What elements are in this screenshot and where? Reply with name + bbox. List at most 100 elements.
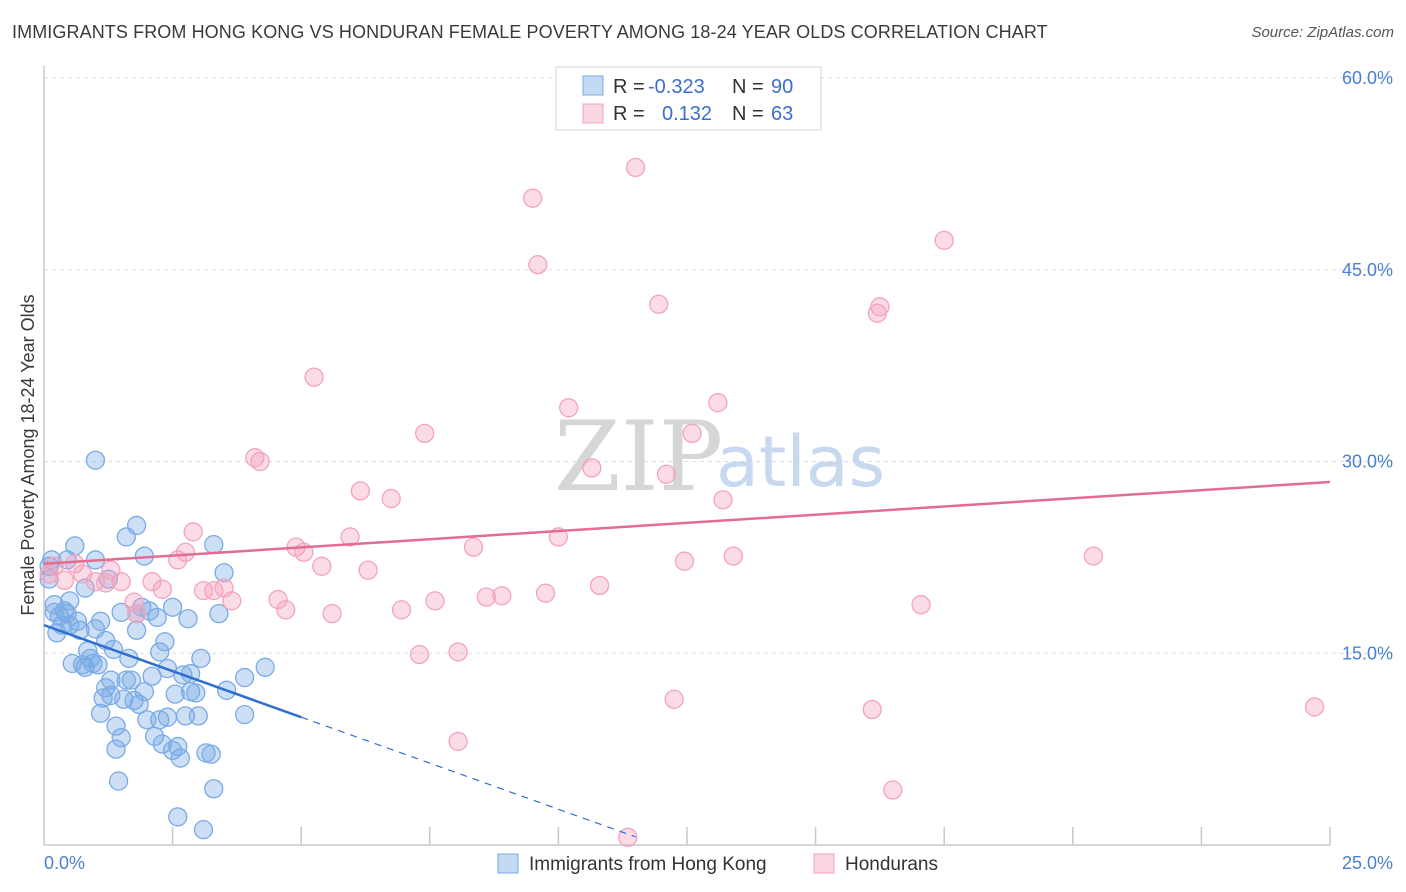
hong-kong-point [111,727,131,748]
honduran-point [870,297,890,317]
hong-kong-point [204,779,224,799]
hong-kong-point [165,684,185,704]
honduran-point [96,573,116,593]
honduran-point [183,522,203,542]
hong-kong-point [126,620,147,640]
honduran-point [448,642,468,662]
hong-kong-point [126,515,147,536]
honduran-point [476,587,497,607]
honduran-point [582,458,602,478]
honduran-point [492,586,512,606]
honduran-point [358,560,378,580]
stats-legend: R = -0.323 N = 90 R = 0.132 N = 63 [555,66,822,131]
hong-kong-point [178,609,198,629]
hong-kong-point [234,704,255,725]
honduran-point [911,595,931,615]
hong-kong-point [111,602,131,622]
hong-kong-point [204,534,224,555]
hong-kong-point [90,611,111,631]
honduran-point [528,254,548,275]
honduran-point [713,490,733,510]
honduran-point [381,488,401,509]
hong-kong-point [188,706,208,726]
bottom-legend-label-hong-kong: Immigrants from Hong Kong [529,854,767,875]
hong-kong-point [129,694,149,715]
hong-kong-point [168,807,188,827]
y-tick-label: 45.0% [1342,260,1393,280]
honduran-point [312,556,332,576]
honduran-point [674,551,695,571]
hong-kong-point [114,689,134,709]
honduran-point [54,570,75,591]
hong-kong-point [106,716,126,736]
honduran-point [664,689,684,709]
honduran-point [276,600,296,620]
hong-kong-point [85,450,106,470]
hong-kong-point [134,681,154,702]
honduran-point [618,827,638,847]
hong-kong-point [157,707,178,727]
honduran-point [85,572,106,592]
honduran-point [463,537,484,557]
honduran-point [409,644,430,665]
hong-kong-point [191,648,211,669]
honduran-point [322,603,342,624]
legend-n-label-1: N = [732,76,764,98]
hong-kong-point [214,563,234,583]
hong-kong-point [155,632,175,652]
source-label: Source: ZipAtlas.com [1251,24,1394,41]
honduran-point [304,367,324,387]
hong-kong-point [121,670,142,690]
honduran-point [350,481,371,501]
x-tick-label-max: 25.0% [1342,853,1393,873]
honduran-point [415,423,435,444]
hong-kong-point [106,739,126,759]
honduran-point [340,527,360,547]
honduran-point [111,572,131,592]
stats-legend-box [555,66,822,131]
series-legend: Immigrants from Hong Kong Hondurans [497,853,938,875]
legend-n-value-2: 63 [771,103,793,125]
hong-kong-point [150,642,170,662]
legend-r-value-2: 0.132 [662,103,712,125]
honduran-point [175,542,196,562]
hong-kong-point [65,536,85,556]
honduran-point [649,294,669,314]
honduran-point [124,592,144,612]
hong-kong-trend-extension [300,716,636,838]
honduran-point [723,546,743,566]
hong-kong-point [60,591,80,611]
honduran-point [193,580,214,601]
hong-kong-point [234,667,255,688]
hong-kong-point [193,820,214,840]
legend-n-value-1: 90 [771,76,793,98]
y-tick-label: 30.0% [1342,452,1393,472]
honduran-point [523,188,543,208]
honduran-point [862,699,882,720]
hong-kong-point [108,771,129,791]
hong-kong-point [168,736,188,757]
hong-kong-point [75,578,95,598]
honduran-point [883,780,903,800]
chart-title: IMMIGRANTS FROM HONG KONG VS HONDURAN FE… [12,22,1048,42]
hong-kong-point [170,748,190,768]
honduran-point [559,398,579,418]
hong-kong-point [39,569,59,589]
honduran-point [708,393,728,413]
honduran-point [448,731,468,752]
honduran-point [682,423,702,444]
legend-swatch-hong-kong [582,75,604,96]
watermark-atlas: atlas [716,421,885,503]
y-tick-label: 60.0% [1342,68,1393,88]
hong-kong-point [152,734,172,754]
y-tick-label: 15.0% [1342,643,1393,663]
honduran-point [535,583,556,603]
hong-kong-point [255,657,275,677]
watermark-zip: ZIP [554,401,723,513]
hong-kong-trend-line [43,623,302,719]
hong-kong-point [101,670,121,690]
bottom-legend-label-hondurans: Hondurans [845,854,938,875]
bottom-legend-swatch-hong-kong [497,853,519,874]
bottom-legend-swatch-hondurans [813,853,835,874]
